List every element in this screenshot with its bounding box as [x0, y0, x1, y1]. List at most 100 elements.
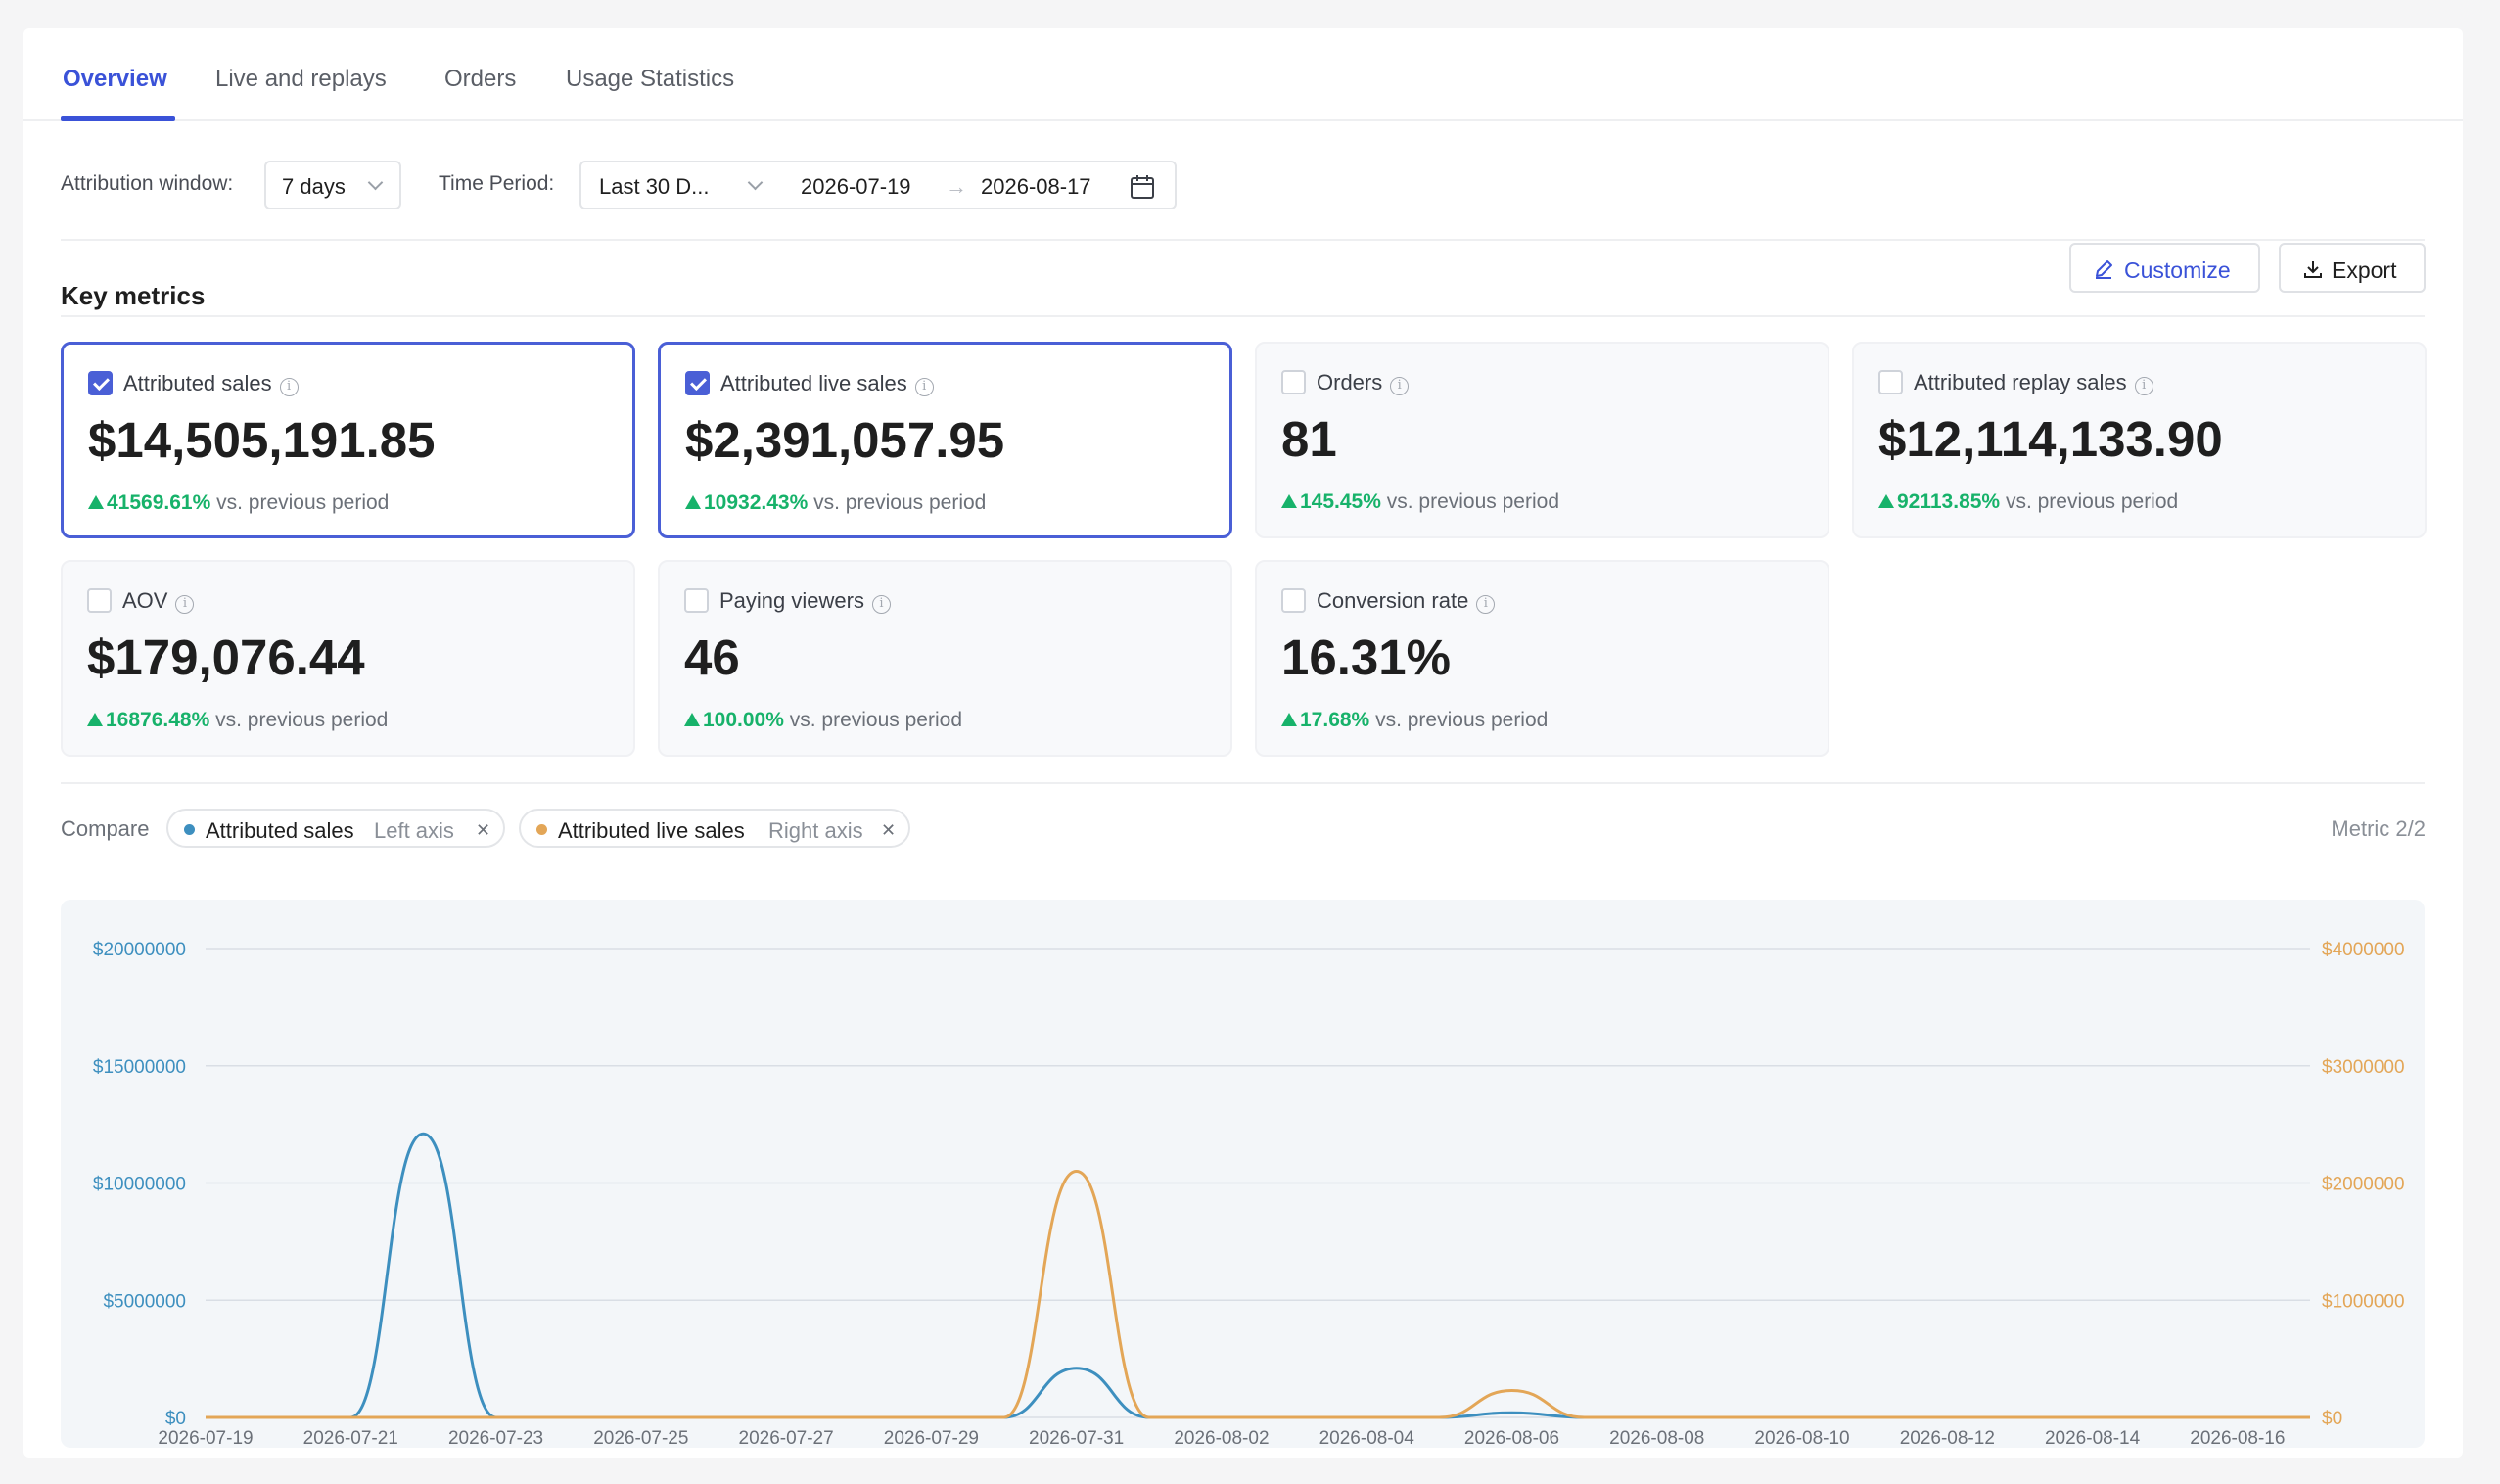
info-icon[interactable]: i	[175, 595, 195, 614]
date-range-arrow: →	[946, 174, 967, 199]
up-arrow-icon	[88, 495, 104, 509]
right-axis-tick-label: $0	[2322, 1409, 2342, 1429]
metric-value: $12,114,133.90	[1878, 411, 2223, 467]
export-label: Export	[2332, 257, 2397, 283]
x-axis-tick-label: 2026-07-25	[593, 1428, 688, 1448]
left-axis-tick-label: $10000000	[93, 1175, 186, 1195]
tab-live-and-replays[interactable]: Live and replays	[215, 66, 387, 92]
metric-card-paying-viewers[interactable]: Paying viewers i 46 100.00% vs. previous …	[658, 560, 1232, 757]
right-axis-tick-label: $3000000	[2322, 1057, 2405, 1078]
series-line-attributed-sales	[206, 1132, 2310, 1419]
info-icon[interactable]: i	[279, 378, 299, 396]
metric-checkbox[interactable]	[88, 371, 113, 395]
x-axis-tick-label: 2026-07-21	[303, 1428, 398, 1448]
metric-card-attributed-replay-sales[interactable]: Attributed replay sales i $12,114,133.90 …	[1852, 342, 2427, 538]
metric-change: 10932.43% vs. previous period	[685, 491, 986, 515]
metric-count: Metric 2/2	[2331, 816, 2426, 841]
compare-chip-attributed-sales[interactable]: Attributed sales Left axis ✕	[166, 809, 505, 848]
calendar-icon[interactable]	[1129, 173, 1156, 201]
info-icon[interactable]: i	[871, 595, 891, 614]
active-tab-underline	[61, 116, 175, 121]
close-icon[interactable]: ✕	[476, 820, 491, 840]
attribution-window-label: Attribution window:	[61, 172, 234, 195]
metric-value: 16.31%	[1281, 629, 1451, 685]
chip-axis: Left axis	[374, 818, 454, 843]
attribution-window-select[interactable]: 7 days	[264, 161, 401, 209]
chevron-down-icon	[367, 174, 384, 191]
download-icon	[2304, 261, 2322, 278]
time-period-select[interactable]: Last 30 D... 2026-07-19 → 2026-08-17	[579, 161, 1177, 209]
customize-button[interactable]: Customize	[2069, 243, 2260, 293]
x-axis-tick-label: 2026-08-10	[1754, 1428, 1849, 1448]
right-axis-tick-label: $1000000	[2322, 1291, 2405, 1312]
tab-overview[interactable]: Overview	[63, 66, 167, 92]
metric-card-orders[interactable]: Orders i 81 145.45% vs. previous period	[1255, 342, 1829, 538]
metric-change: 41569.61% vs. previous period	[88, 491, 389, 515]
metric-checkbox[interactable]	[685, 371, 710, 395]
info-icon[interactable]: i	[1476, 595, 1496, 614]
divider	[61, 782, 2425, 784]
x-axis-tick-label: 2026-07-23	[448, 1428, 543, 1448]
metric-card-attributed-live-sales[interactable]: Attributed live sales i $2,391,057.95 109…	[658, 342, 1232, 538]
x-axis-tick-label: 2026-08-02	[1174, 1428, 1269, 1448]
time-period-value: Last 30 D...	[599, 174, 710, 199]
right-axis-tick-label: $4000000	[2322, 940, 2405, 960]
x-axis-tick-label: 2026-08-06	[1464, 1428, 1559, 1448]
left-axis-tick-label: $20000000	[93, 940, 186, 960]
info-icon[interactable]: i	[2134, 377, 2153, 395]
compare-chip-attributed-live-sales[interactable]: Attributed live sales Right axis ✕	[519, 809, 910, 848]
tab-orders[interactable]: Orders	[444, 66, 517, 92]
overview-panel: Overview Live and replays Orders Usage S…	[23, 28, 2463, 1458]
info-icon[interactable]: i	[914, 378, 934, 396]
metric-checkbox[interactable]	[87, 588, 112, 613]
up-arrow-icon	[1878, 494, 1894, 508]
left-axis-tick-label: $5000000	[103, 1291, 186, 1312]
metric-label: Conversion rate i	[1317, 588, 1496, 614]
export-button[interactable]: Export	[2279, 243, 2426, 293]
metric-change: 17.68% vs. previous period	[1281, 709, 1548, 732]
time-period-label: Time Period:	[439, 172, 555, 195]
info-icon[interactable]: i	[1390, 377, 1410, 395]
up-arrow-icon	[1281, 713, 1297, 726]
metric-value: $2,391,057.95	[685, 412, 1005, 468]
x-axis-tick-label: 2026-08-16	[2190, 1428, 2285, 1448]
divider	[61, 315, 2425, 317]
x-axis-tick-label: 2026-07-27	[739, 1428, 834, 1448]
metric-checkbox[interactable]	[684, 588, 709, 613]
metric-card-attributed-sales[interactable]: Attributed sales i $14,505,191.85 41569.6…	[61, 342, 635, 538]
x-axis-tick-label: 2026-07-31	[1029, 1428, 1124, 1448]
up-arrow-icon	[684, 713, 700, 726]
metric-value: $14,505,191.85	[88, 412, 436, 468]
metric-checkbox[interactable]	[1281, 370, 1306, 394]
end-date[interactable]: 2026-08-17	[981, 174, 1091, 199]
metric-change: 145.45% vs. previous period	[1281, 490, 1559, 514]
metric-label: Attributed live sales i	[720, 371, 934, 396]
metric-change: 16876.48% vs. previous period	[87, 709, 388, 732]
pencil-icon	[2096, 260, 2112, 279]
x-axis-tick-label: 2026-08-12	[1900, 1428, 1995, 1448]
customize-label: Customize	[2124, 257, 2231, 283]
chip-name: Attributed live sales	[558, 818, 745, 843]
metric-card-aov[interactable]: AOV i $179,076.44 16876.48% vs. previous …	[61, 560, 635, 757]
metric-change: 92113.85% vs. previous period	[1878, 490, 2178, 514]
metric-checkbox[interactable]	[1878, 370, 1903, 394]
x-axis-tick-label: 2026-07-29	[884, 1428, 979, 1448]
metric-label: Paying viewers i	[719, 588, 891, 614]
close-icon[interactable]: ✕	[881, 820, 897, 840]
start-date[interactable]: 2026-07-19	[801, 174, 911, 199]
divider	[61, 239, 2425, 241]
metric-card-conversion-rate[interactable]: Conversion rate i 16.31% 17.68% vs. previ…	[1255, 560, 1829, 757]
chip-axis: Right axis	[768, 818, 863, 843]
tab-usage-statistics[interactable]: Usage Statistics	[566, 66, 735, 92]
chip-name: Attributed sales	[206, 818, 354, 843]
line-chart: $0 $0 $5000000 $1000000 $10000000 $2000000 $15…	[61, 900, 2425, 1448]
metric-change: 100.00% vs. previous period	[684, 709, 962, 732]
up-arrow-icon	[1281, 494, 1297, 508]
series-dot	[536, 824, 547, 835]
key-metrics-title: Key metrics	[61, 281, 206, 310]
chart-svg: $0 $0 $5000000 $1000000 $10000000 $2000000 $15…	[93, 940, 2405, 1448]
metric-checkbox[interactable]	[1281, 588, 1306, 613]
tab-bar: Overview Live and replays Orders Usage S…	[23, 28, 2463, 121]
series-dot	[184, 824, 195, 835]
x-axis-tick-label: 2026-08-04	[1319, 1428, 1415, 1448]
